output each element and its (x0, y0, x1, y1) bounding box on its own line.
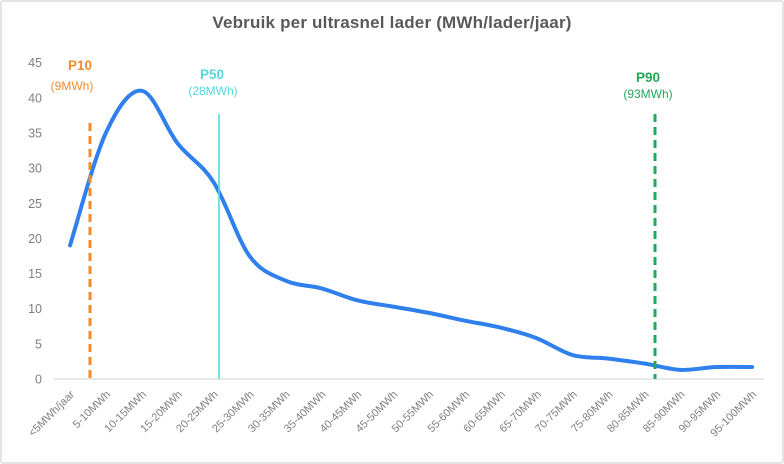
x-axis-category-label: <5MWh/jaar (26, 388, 77, 439)
y-axis-tick-label: 15 (28, 267, 42, 281)
y-axis-tick-label: 5 (35, 337, 42, 351)
percentile-label-p10: P10 (68, 58, 92, 73)
percentile-value-p90: (93MWh) (623, 87, 672, 101)
percentile-value-p50: (28MWh) (188, 84, 237, 98)
y-axis-tick-label: 25 (28, 197, 42, 211)
y-axis-tick-label: 35 (28, 126, 42, 140)
y-axis-tick-label: 45 (28, 56, 42, 70)
y-axis-tick-label: 40 (28, 91, 42, 105)
usage-series-line (68, 88, 755, 372)
chart-title: Vebruik per ultrasnel lader (MWh/lader/j… (212, 13, 572, 32)
percentile-value-p10: (9MWh) (51, 79, 94, 93)
y-axis-tick-label: 10 (28, 302, 42, 316)
y-axis-tick-label: 30 (28, 162, 42, 176)
percentile-label-p50: P50 (200, 67, 224, 82)
y-axis-tick-label: 0 (35, 373, 42, 387)
y-axis-tick-label: 20 (28, 232, 42, 246)
percentile-label-p90: P90 (636, 70, 660, 85)
